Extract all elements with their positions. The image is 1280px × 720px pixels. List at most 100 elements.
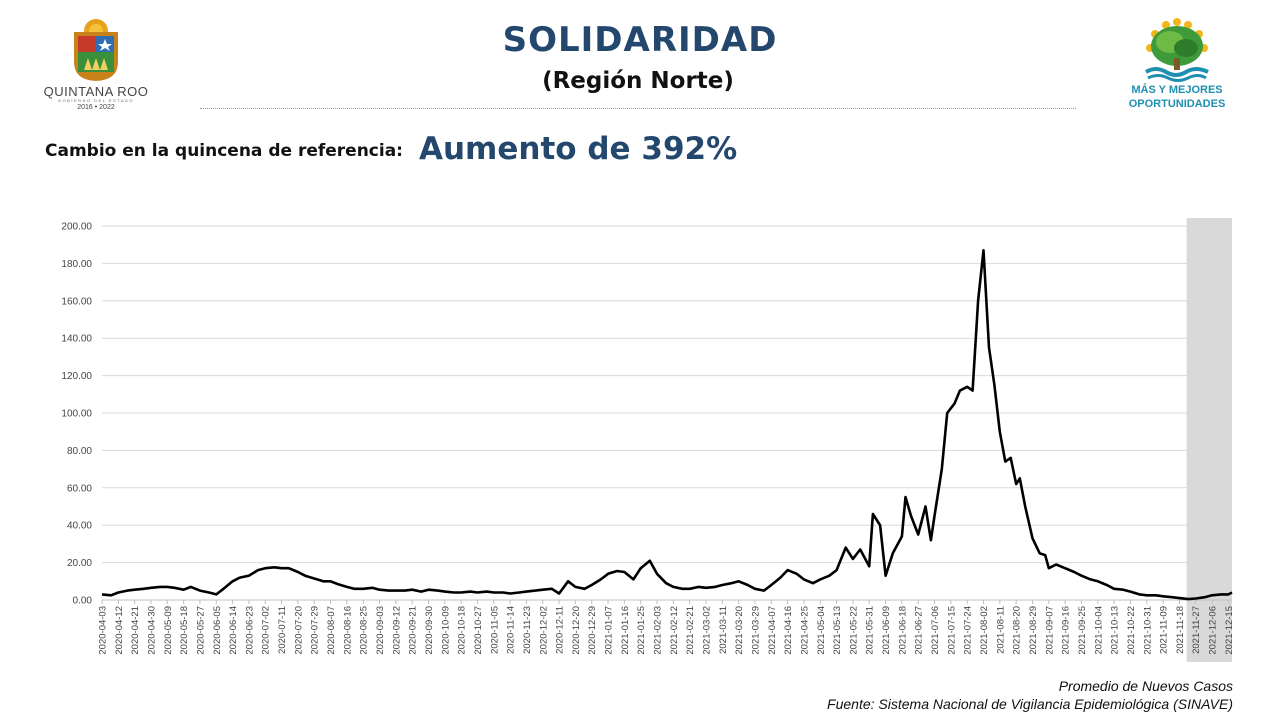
x-tick-label: 2021-02-21	[685, 606, 696, 655]
x-tick-label: 2020-08-16	[342, 606, 353, 655]
y-tick-label: 20.00	[67, 558, 92, 569]
x-tick-label: 2021-08-11	[995, 606, 1006, 654]
x-tick-label: 2020-04-03	[98, 606, 109, 655]
x-tick-label: 2021-10-22	[1126, 606, 1137, 655]
x-tick-label: 2021-03-29	[750, 606, 761, 655]
change-value: Aumento de 392%	[419, 131, 738, 167]
x-tick-label: 2020-09-03	[375, 606, 386, 655]
x-tick-label: 2020-04-21	[130, 606, 141, 655]
x-tick-label: 2020-05-18	[179, 606, 190, 655]
x-tick-label: 2020-12-11	[555, 606, 566, 654]
x-tick-label: 2020-07-02	[261, 606, 272, 655]
x-tick-label: 2021-01-16	[620, 606, 631, 655]
government-years: 2016 • 2022	[77, 104, 115, 111]
x-tick-label: 2021-08-20	[1012, 606, 1023, 655]
quintana-roo-logo: QUINTANA ROO GOBIERNO DEL ESTADO 2016 • …	[40, 18, 160, 113]
x-tick-label: 2020-12-29	[587, 606, 598, 655]
y-tick-label: 100.00	[61, 409, 92, 420]
x-tick-label: 2021-06-09	[881, 606, 892, 655]
y-tick-label: 120.00	[61, 371, 92, 382]
x-tick-label: 2021-03-20	[734, 606, 745, 655]
x-tick-label: 2021-06-18	[897, 606, 908, 655]
x-tick-label: 2021-12-06	[1208, 606, 1219, 655]
x-tick-label: 2021-01-25	[636, 606, 647, 655]
x-tick-label: 2021-10-13	[1110, 606, 1121, 655]
x-tick-label: 2020-11-05	[489, 606, 500, 654]
change-label: Cambio en la quincena de referencia:	[45, 141, 403, 161]
y-tick-label: 140.00	[61, 334, 92, 345]
x-tick-label: 2020-09-30	[424, 606, 435, 655]
x-tick-label: 2020-10-09	[440, 606, 451, 655]
x-tick-label: 2020-10-27	[473, 606, 484, 655]
x-tick-label: 2021-02-12	[669, 606, 680, 655]
x-tick-label: 2020-06-14	[228, 606, 239, 655]
x-tick-label: 2021-11-18	[1175, 606, 1186, 654]
series-line	[101, 249, 1233, 601]
x-tick-label: 2021-02-03	[653, 606, 664, 655]
x-tick-label: 2020-06-05	[212, 606, 223, 655]
x-tick-label: 2021-03-02	[701, 606, 712, 655]
page-subtitle: (Región Norte)	[542, 68, 734, 94]
x-tick-label: 2020-08-07	[326, 606, 337, 655]
shaded-period	[1186, 218, 1232, 662]
x-tick-label: 2020-11-14	[506, 606, 517, 654]
x-tick-label: 2020-05-27	[195, 606, 206, 655]
x-tick-label: 2021-09-07	[1044, 606, 1055, 655]
x-tick-label: 2020-04-12	[114, 606, 125, 655]
x-tick-label: 2020-04-30	[146, 606, 157, 655]
state-name: QUINTANA ROO	[43, 84, 149, 99]
x-tick-label: 2021-08-02	[979, 606, 990, 655]
x-tick-label: 2021-05-13	[832, 606, 843, 655]
y-axis-ticks: 0.00 20.00 40.00 60.00 80.00 100.00 120.00 140.…	[61, 222, 92, 607]
x-tick-label: 2021-03-11	[718, 606, 729, 654]
x-tick-label: 2021-08-29	[1028, 606, 1039, 655]
y-tick-label: 160.00	[61, 296, 92, 307]
x-tick-label: 2020-10-18	[457, 606, 468, 655]
x-tick-label: 2021-12-15	[1224, 606, 1235, 655]
series-label: Promedio de Nuevos Casos	[1058, 678, 1233, 694]
x-tick-label: 2020-06-23	[244, 606, 255, 655]
x-tick-label: 2020-12-02	[538, 606, 549, 655]
oportunidades-logo: MÁS Y MEJORES OPORTUNIDADES	[1118, 18, 1236, 118]
source-note: Fuente: Sistema Nacional de Vigilancia E…	[827, 696, 1233, 712]
x-tick-label: 2021-09-25	[1077, 606, 1088, 655]
y-tick-label: 200.00	[61, 222, 92, 233]
grid-lines	[102, 225, 1232, 564]
y-tick-label: 180.00	[61, 259, 92, 270]
x-tick-label: 2021-05-22	[848, 606, 859, 655]
x-tick-label: 2020-11-23	[522, 606, 533, 654]
x-tick-label: 2021-11-27	[1191, 606, 1202, 654]
x-axis-ticks: 2020-04-03 2020-04-12 2020-04-21 2020-04-30…	[98, 600, 1235, 655]
x-tick-label: 2020-07-20	[293, 606, 304, 655]
x-tick-label: 2021-10-04	[1093, 606, 1104, 655]
x-tick-label: 2020-12-20	[571, 606, 582, 655]
x-tick-label: 2021-11-09	[1159, 606, 1170, 654]
x-tick-label: 2021-07-24	[963, 606, 974, 655]
x-tick-label: 2020-09-21	[408, 606, 419, 655]
state-seal-icon	[72, 18, 120, 87]
y-tick-label: 60.00	[67, 483, 92, 494]
x-tick-label: 2021-01-07	[604, 606, 615, 655]
x-tick-label: 2021-06-27	[914, 606, 925, 655]
x-tick-label: 2020-07-29	[310, 606, 321, 655]
x-tick-label: 2020-09-12	[391, 606, 402, 655]
x-tick-label: 2021-07-06	[930, 606, 941, 655]
x-tick-label: 2021-09-16	[1061, 606, 1072, 655]
x-tick-label: 2020-05-09	[163, 606, 174, 655]
y-tick-label: 0.00	[73, 596, 93, 607]
tree-logo-icon	[1130, 18, 1224, 87]
x-tick-label: 2021-04-25	[799, 606, 810, 655]
y-tick-label: 40.00	[67, 521, 92, 532]
x-tick-label: 2021-07-15	[946, 606, 957, 655]
x-tick-label: 2021-10-31	[1142, 606, 1153, 655]
government-tagline: GOBIERNO DEL ESTADO	[57, 98, 135, 103]
header-divider	[200, 108, 1076, 109]
x-tick-label: 2020-08-25	[359, 606, 370, 655]
x-tick-label: 2021-04-07	[767, 606, 778, 655]
logo-line-1: MÁS Y MEJORES	[1131, 84, 1223, 96]
page-title: SOLIDARIDAD	[502, 20, 778, 60]
logo-line-2: OPORTUNIDADES	[1128, 98, 1226, 110]
x-tick-label: 2021-04-16	[783, 606, 794, 655]
x-tick-label: 2021-05-04	[816, 606, 827, 655]
